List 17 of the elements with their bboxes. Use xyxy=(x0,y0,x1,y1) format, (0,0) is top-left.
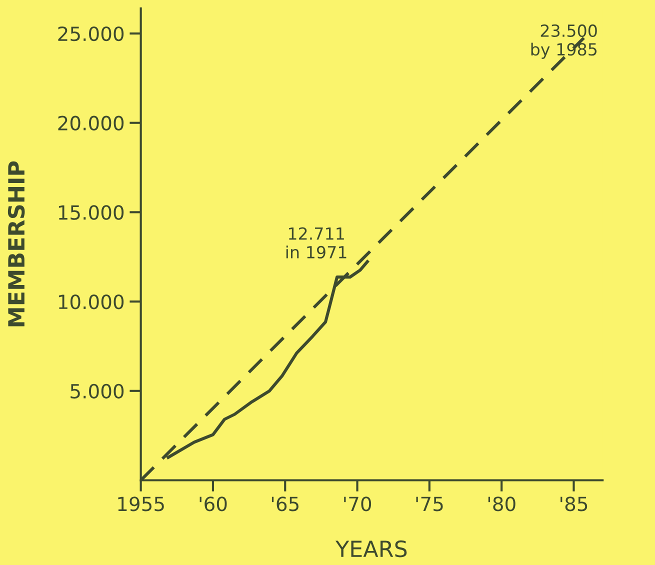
x-tick-label: '85 xyxy=(560,496,588,512)
y-tick-label: 10.000 xyxy=(58,294,124,310)
y-axis-title: MEMBERSHIP xyxy=(8,161,25,326)
line-series xyxy=(166,260,369,459)
annotation: 23.500 by 1985 xyxy=(531,24,597,59)
x-axis-title: YEARS xyxy=(335,540,407,558)
x-tick-label: '60 xyxy=(200,496,227,512)
annotation: 12.711 in 1971 xyxy=(286,227,346,259)
x-tick-label: 1955 xyxy=(118,496,164,512)
x-tick-label: '70 xyxy=(344,496,372,512)
y-tick-label: 25.000 xyxy=(58,26,124,42)
y-tick-label: 20.000 xyxy=(58,116,124,131)
x-tick-label: '75 xyxy=(416,496,443,512)
y-tick-label: 5.000 xyxy=(70,384,124,399)
x-tick-label: '80 xyxy=(488,496,516,512)
x-tick-label: '65 xyxy=(272,496,298,512)
y-tick-label: 15.000 xyxy=(58,205,124,220)
